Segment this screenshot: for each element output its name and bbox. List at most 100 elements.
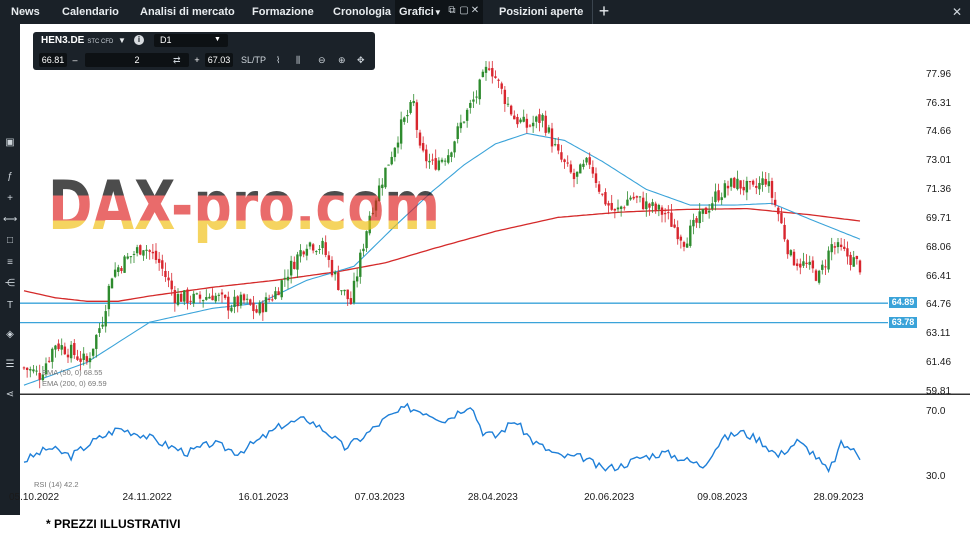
candle-body [117,267,120,272]
candle-body [745,180,749,193]
candle-body [377,185,381,201]
chevron-down-icon[interactable]: ▼ [118,36,126,45]
candle-body [252,302,255,312]
candle-body [198,294,202,299]
candle-body [651,202,654,206]
candle-body [173,290,177,304]
indicator-function-icon[interactable]: ƒ [7,171,13,182]
quantity-decrease-button[interactable]: – [72,55,78,65]
level-price-label: 63.78 [889,316,917,328]
tab-news[interactable]: News [11,6,40,18]
tab-cronologia[interactable]: Cronologia [333,6,392,18]
candle-body [161,260,164,269]
pitchfork-icon[interactable]: ⋲ [5,278,15,289]
candle-body [714,191,717,203]
candle-body [54,345,57,350]
layers-stack-icon[interactable]: ☰ [5,359,15,370]
date-tick-label: 20.06.2023 [584,492,635,503]
candle-body [264,297,268,312]
rsi-legend: RSI (14) 42.2 [34,480,79,489]
move-icon[interactable]: ✥ [357,55,365,65]
tab-calendario[interactable]: Calendario [62,6,119,18]
maximize-icon[interactable]: ▢ [459,5,469,16]
candle-body [368,215,371,234]
candle-body [717,190,720,201]
text-tool-icon[interactable]: T [6,300,14,311]
candle-body [569,164,573,173]
candle-body [258,302,261,314]
candle-body [685,243,689,248]
chart-window-icon[interactable]: ▣ [5,137,15,148]
share-icon[interactable]: ⋖ [5,389,15,400]
quantity-increase-button[interactable]: + [194,55,200,65]
close-tab-icon[interactable]: ✕ [470,5,480,16]
zoom-out-icon[interactable]: ⊖ [318,55,326,65]
candle-body [374,200,378,211]
candlestick-icon[interactable]: ⫼ [296,55,301,65]
price-chart[interactable] [20,24,970,515]
candle-body [641,197,645,210]
zoom-in-icon[interactable]: ⊕ [338,55,346,65]
candle-body [465,109,469,121]
info-icon[interactable]: i [134,35,144,45]
candle-body [817,270,821,283]
candle-body [553,144,557,146]
candle-body [610,202,613,210]
pane-separator[interactable] [20,394,970,395]
candle-body [63,346,67,355]
candle-body [352,280,356,303]
disclaimer-text: * PREZZI ILLUSTRATIVI [46,517,181,531]
rectangle-tool-icon[interactable]: □ [6,235,14,246]
date-tick-label: 16.01.2023 [238,492,289,503]
candle-body [821,264,824,270]
candle-body [557,144,560,151]
candle-body [311,244,315,251]
ema50-legend: EMA (50, 0) 68.55 [42,368,103,377]
candle-body [381,184,384,189]
candle-body [186,289,189,303]
candle-body [371,212,375,214]
candle-body [509,105,513,115]
candle-body [274,291,277,299]
fibonacci-icon[interactable]: ≡ [7,257,13,268]
line-tool-icon[interactable]: ⟷ [3,214,18,225]
symbol-selector[interactable]: HEN3.DE STC CFD [41,35,113,46]
candle-body [277,291,280,296]
candle-body [839,244,843,247]
rsi-line [23,402,861,474]
candle-body [670,212,673,227]
layers-icon[interactable]: ◈ [6,329,14,340]
sl-tp-button[interactable]: SL/TP [241,55,267,65]
price-tick-label: 69.71 [926,212,952,224]
candle-body [487,68,491,70]
tab-formazione[interactable]: Formazione [252,6,314,18]
timeframe-selector[interactable]: D1 ▼ [154,34,228,47]
candle-body [764,178,767,185]
candle-body [349,298,353,305]
candle-body [707,210,711,213]
candle-body [35,370,38,372]
ema50-line [23,132,861,386]
close-window-icon[interactable]: ✕ [951,5,963,19]
sell-price-button[interactable]: 66.81 [39,53,67,67]
detach-icon[interactable]: ⧉ [448,5,456,16]
buy-price-button[interactable]: 67.03 [205,53,233,67]
line-chart-icon[interactable]: ⌇ [276,55,281,65]
candle-body [723,183,727,198]
candle-body [255,309,258,313]
tab-grafici[interactable]: Grafici▼ [395,0,483,24]
candle-body [69,344,73,359]
candle-body [654,203,657,211]
add-tab-icon[interactable]: + [592,0,615,24]
chart-area[interactable]: DAX-pro.com 77.96 76.31 74.66 73.01 71.36 69.… [9,24,970,515]
candle-body [110,278,114,289]
candle-body [242,294,246,301]
reset-quantity-icon[interactable]: ⇄ [173,55,181,65]
price-tick-label: 63.11 [926,328,951,340]
candle-body [833,246,837,248]
trade-toolbar: HEN3.DE STC CFD ▼ i D1 ▼ 66.81 – 2 ⇄ + 67… [33,32,375,70]
quantity-input[interactable]: 2 [85,53,189,67]
tab-posizioni-aperte[interactable]: Posizioni aperte [499,6,584,18]
crosshair-icon[interactable]: + [7,193,13,204]
tab-analisi-di-mercato[interactable]: Analisi di mercato [140,6,235,18]
